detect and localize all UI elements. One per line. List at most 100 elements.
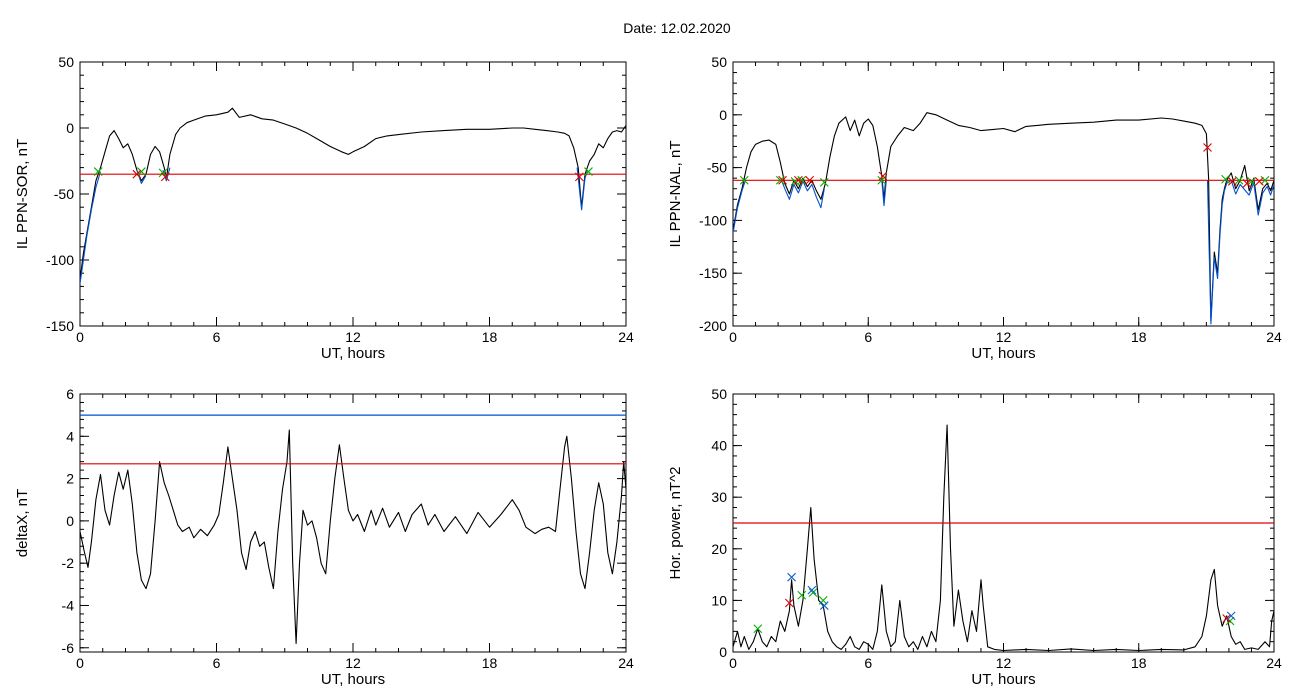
x-tick-label: 24 (1266, 655, 1282, 671)
y-tick-label: -4 (62, 597, 75, 613)
cross-marker (787, 572, 796, 582)
x-tick-label: 12 (345, 655, 361, 671)
cross-marker (158, 168, 168, 178)
figure-title-text: Date: 12.02.2020 (623, 20, 731, 36)
y-tick-label: 0 (719, 644, 727, 660)
y-tick-label: 50 (58, 54, 74, 70)
x-tick-label: 12 (996, 329, 1012, 345)
plot-data-deltax (80, 414, 626, 645)
y-tick-label: 50 (711, 386, 727, 402)
cross-marker (132, 169, 142, 179)
y-tick-label: 0 (66, 513, 74, 529)
cross-marker (1226, 611, 1236, 621)
cross-marker (797, 175, 807, 185)
x-tick-label: 0 (729, 329, 737, 345)
y-axis-label: IL PPN-SOR, nT (14, 139, 31, 249)
x-axis-label: UT, hours (321, 671, 385, 688)
cross-marker (805, 175, 815, 185)
y-tick-label: 40 (711, 438, 727, 454)
cross-marker (878, 171, 888, 181)
y-tick-label: -50 (54, 186, 74, 202)
x-tick-label: 24 (1266, 329, 1282, 345)
cross-marker (753, 624, 763, 634)
y-tick-label: 0 (719, 107, 727, 123)
cross-marker (775, 175, 785, 185)
x-tick-label: 0 (76, 655, 84, 671)
y-axis-label: IL PPN-NAL, nT (667, 141, 684, 248)
cross-marker (1242, 179, 1252, 188)
cross-marker (1221, 174, 1230, 184)
series-line (733, 424, 1274, 652)
y-axis-label: deltaX, nT (14, 489, 31, 557)
y-tick-label: -6 (62, 640, 75, 656)
cross-marker (778, 175, 787, 185)
series-line (733, 112, 1274, 322)
cross-marker (584, 167, 593, 176)
y-tick-label: 6 (66, 386, 74, 402)
plot-frame (79, 393, 627, 653)
chart-panel-hpower: 0 6 12 18 24 0 10 20 30 40 50 UT, hours Hor. power, … (667, 386, 1282, 688)
chart-panel-sor: 0 6 12 18 24 -150 -100 -50 0 50 UT, hours IL PPN-SO… (14, 54, 634, 362)
plot-data-sor (80, 107, 626, 284)
plot-data-nal (733, 112, 1274, 325)
chart-panel-nal: 0 6 12 18 24 -200 -150 -100 -50 0 50 UT, hours IL PP… (667, 54, 1282, 362)
y-tick-label: 2 (66, 471, 74, 487)
cross-marker (793, 175, 803, 185)
highlight-line (733, 180, 746, 234)
x-tick-label: 6 (213, 329, 221, 345)
highlight-line (881, 180, 887, 207)
x-axis-label: UT, hours (321, 345, 385, 362)
y-tick-label: 4 (66, 428, 74, 444)
plot-data-hpower (733, 424, 1274, 652)
cross-marker (818, 596, 828, 605)
x-tick-label: 0 (729, 655, 737, 671)
cross-marker (1203, 143, 1212, 152)
series-line (80, 429, 626, 645)
cross-marker (808, 588, 818, 598)
y-tick-label: 10 (711, 592, 727, 608)
x-tick-label: 0 (76, 329, 84, 345)
y-tick-label: -100 (699, 212, 727, 228)
x-tick-label: 18 (482, 655, 498, 671)
cross-marker (574, 172, 584, 182)
y-tick-label: 30 (711, 489, 727, 505)
cross-marker (1227, 176, 1237, 186)
highlight-line (80, 171, 102, 284)
cross-marker (819, 601, 829, 610)
y-tick-label: -150 (46, 318, 74, 334)
x-tick-label: 6 (213, 655, 221, 671)
y-tick-label: 0 (66, 120, 74, 136)
highlight-line (1206, 179, 1274, 325)
cross-marker (1254, 176, 1264, 186)
cross-marker (739, 175, 749, 185)
x-axis-label: UT, hours (971, 671, 1035, 688)
x-tick-label: 6 (864, 655, 872, 671)
series-line (80, 107, 626, 280)
x-tick-label: 6 (864, 329, 872, 345)
x-tick-label: 18 (1131, 655, 1147, 671)
x-tick-label: 12 (345, 329, 361, 345)
y-tick-label: -200 (699, 318, 727, 334)
y-tick-label: -50 (707, 160, 727, 176)
x-axis-label: UT, hours (971, 345, 1035, 362)
cross-marker (1247, 176, 1256, 186)
x-tick-label: 24 (618, 329, 634, 345)
cross-marker (807, 585, 817, 595)
cross-marker (160, 172, 170, 182)
y-tick-label: 20 (711, 541, 727, 557)
cross-marker (784, 598, 794, 608)
plot-frame (79, 61, 627, 327)
x-tick-label: 18 (482, 329, 498, 345)
plot-frame (732, 61, 1275, 327)
y-tick-label: -100 (46, 252, 74, 268)
highlight-line (576, 167, 588, 211)
cross-marker (1222, 614, 1232, 623)
y-axis-label: Hor. power, nT^2 (667, 467, 684, 580)
cross-marker (93, 167, 103, 176)
cross-marker (797, 590, 807, 600)
cross-marker (819, 177, 829, 187)
y-tick-label: -150 (699, 265, 727, 281)
x-tick-label: 24 (618, 655, 634, 671)
